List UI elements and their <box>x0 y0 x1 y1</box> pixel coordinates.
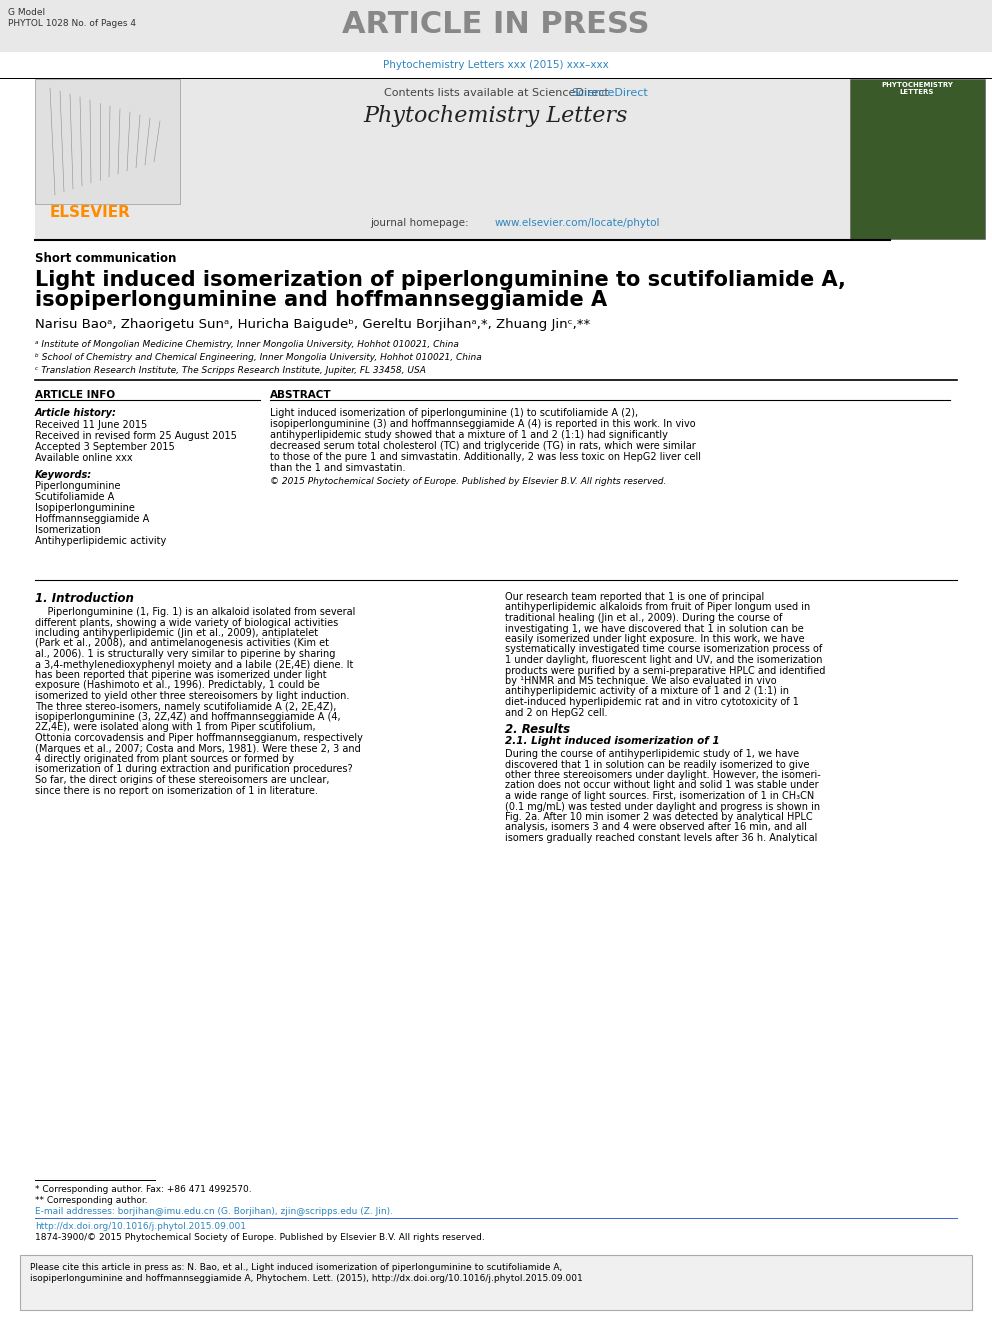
Text: (Marques et al., 2007; Costa and Mors, 1981). Were these 2, 3 and: (Marques et al., 2007; Costa and Mors, 1… <box>35 744 361 754</box>
Text: Hoffmannseggiamide A: Hoffmannseggiamide A <box>35 515 149 524</box>
Text: Received 11 June 2015: Received 11 June 2015 <box>35 419 147 430</box>
Text: isopiperlonguminine (3) and hoffmannseggiamide A (4) is reported in this work. I: isopiperlonguminine (3) and hoffmannsegg… <box>270 419 695 429</box>
Text: discovered that 1 in solution can be readily isomerized to give: discovered that 1 in solution can be rea… <box>505 759 809 770</box>
Text: zation does not occur without light and solid 1 was stable under: zation does not occur without light and … <box>505 781 818 791</box>
Text: Available online xxx: Available online xxx <box>35 452 133 463</box>
Text: Our research team reported that 1 is one of principal: Our research team reported that 1 is one… <box>505 591 764 602</box>
Text: by ¹HNMR and MS technique. We also evaluated in vivo: by ¹HNMR and MS technique. We also evalu… <box>505 676 777 687</box>
Text: including antihyperlipidemic (Jin et al., 2009), antiplatelet: including antihyperlipidemic (Jin et al.… <box>35 628 318 638</box>
Text: Piperlonguminine: Piperlonguminine <box>35 482 120 491</box>
Text: Light induced isomerization of piperlonguminine to scutifoliamide A,: Light induced isomerization of piperlong… <box>35 270 846 290</box>
Text: decreased serum total cholesterol (TC) and triglyceride (TG) in rats, which were: decreased serum total cholesterol (TC) a… <box>270 441 695 451</box>
Text: antihyperlipidemic study showed that a mixture of 1 and 2 (1:1) had significantl: antihyperlipidemic study showed that a m… <box>270 430 668 441</box>
Text: isopiperlonguminine (3, 2Z,4Z) and hoffmannseggiamide A (4,: isopiperlonguminine (3, 2Z,4Z) and hoffm… <box>35 712 340 722</box>
Text: isomerization of 1 during extraction and purification procedures?: isomerization of 1 during extraction and… <box>35 765 352 774</box>
Text: http://dx.doi.org/10.1016/j.phytol.2015.09.001: http://dx.doi.org/10.1016/j.phytol.2015.… <box>35 1222 246 1230</box>
Text: www.elsevier.com/locate/phytol: www.elsevier.com/locate/phytol <box>495 218 661 228</box>
Text: 1. Introduction: 1. Introduction <box>35 591 134 605</box>
Text: * Corresponding author. Fax: +86 471 4992570.: * Corresponding author. Fax: +86 471 499… <box>35 1185 252 1193</box>
Text: ᵃ Institute of Mongolian Medicine Chemistry, Inner Mongolia University, Hohhot 0: ᵃ Institute of Mongolian Medicine Chemis… <box>35 340 459 349</box>
Bar <box>850 79 985 239</box>
Text: Isomerization: Isomerization <box>35 525 101 534</box>
Text: Received in revised form 25 August 2015: Received in revised form 25 August 2015 <box>35 431 237 441</box>
Bar <box>35 79 180 204</box>
Text: E-mail addresses: borjihan@imu.edu.cn (G. Borjihan), zjin@scripps.edu (Z. Jin).: E-mail addresses: borjihan@imu.edu.cn (G… <box>35 1207 393 1216</box>
Text: 2Z,4E), were isolated along with 1 from Piper scutifolium,: 2Z,4E), were isolated along with 1 from … <box>35 722 315 733</box>
Text: Ottonia corcovadensis and Piper hoffmannseggianum, respectively: Ottonia corcovadensis and Piper hoffmann… <box>35 733 363 744</box>
Text: al., 2006). 1 is structurally very similar to piperine by sharing: al., 2006). 1 is structurally very simil… <box>35 650 335 659</box>
Text: ARTICLE IN PRESS: ARTICLE IN PRESS <box>342 11 650 38</box>
Text: a 3,4-methylenedioxyphenyl moiety and a labile (2E,4E) diene. It: a 3,4-methylenedioxyphenyl moiety and a … <box>35 659 353 669</box>
Text: systematically investigated time course isomerization process of: systematically investigated time course … <box>505 644 822 655</box>
Text: antihyperlipidemic activity of a mixture of 1 and 2 (1:1) in: antihyperlipidemic activity of a mixture… <box>505 687 789 696</box>
Text: Article history:: Article history: <box>35 407 117 418</box>
Text: ** Corresponding author.: ** Corresponding author. <box>35 1196 148 1205</box>
Text: ᶜ Translation Research Institute, The Scripps Research Institute, Jupiter, FL 33: ᶜ Translation Research Institute, The Sc… <box>35 366 426 374</box>
Text: Please cite this article in press as: N. Bao, et al., Light induced isomerizatio: Please cite this article in press as: N.… <box>30 1263 562 1271</box>
Text: analysis, isomers 3 and 4 were observed after 16 min, and all: analysis, isomers 3 and 4 were observed … <box>505 823 807 832</box>
Text: 2.1. Light induced isomerization of 1: 2.1. Light induced isomerization of 1 <box>505 736 719 746</box>
Text: easily isomerized under light exposure. In this work, we have: easily isomerized under light exposure. … <box>505 634 805 644</box>
Bar <box>20 1256 972 1310</box>
Text: diet-induced hyperlipidemic rat and in vitro cytotoxicity of 1: diet-induced hyperlipidemic rat and in v… <box>505 697 799 706</box>
Text: Accepted 3 September 2015: Accepted 3 September 2015 <box>35 442 175 452</box>
Text: and 2 on HepG2 cell.: and 2 on HepG2 cell. <box>505 708 607 717</box>
Text: to those of the pure 1 and simvastatin. Additionally, 2 was less toxic on HepG2 : to those of the pure 1 and simvastatin. … <box>270 452 701 462</box>
Text: Fig. 2a. After 10 min isomer 2 was detected by analytical HPLC: Fig. 2a. After 10 min isomer 2 was detec… <box>505 812 812 822</box>
Text: ScienceDirect: ScienceDirect <box>571 89 648 98</box>
Text: Phytochemistry Letters xxx (2015) xxx–xxx: Phytochemistry Letters xxx (2015) xxx–xx… <box>383 60 609 70</box>
Text: a wide range of light sources. First, isomerization of 1 in CH₃CN: a wide range of light sources. First, is… <box>505 791 814 800</box>
Text: So far, the direct origins of these stereoisomers are unclear,: So far, the direct origins of these ster… <box>35 775 329 785</box>
Text: Keywords:: Keywords: <box>35 470 92 480</box>
Text: different plants, showing a wide variety of biological activities: different plants, showing a wide variety… <box>35 618 338 627</box>
Text: ABSTRACT: ABSTRACT <box>270 390 331 400</box>
Text: isomers gradually reached constant levels after 36 h. Analytical: isomers gradually reached constant level… <box>505 833 817 843</box>
Bar <box>0 0 992 52</box>
Text: The three stereo-isomers, namely scutifoliamide A (2, 2E,4Z),: The three stereo-isomers, namely scutifo… <box>35 701 336 712</box>
Text: other three stereoisomers under daylight. However, the isomeri-: other three stereoisomers under daylight… <box>505 770 820 781</box>
Text: Scutifoliamide A: Scutifoliamide A <box>35 492 114 501</box>
Text: (Park et al., 2008), and antimelanogenesis activities (Kim et: (Park et al., 2008), and antimelanogenes… <box>35 639 329 648</box>
Text: than the 1 and simvastatin.: than the 1 and simvastatin. <box>270 463 406 474</box>
Text: ARTICLE INFO: ARTICLE INFO <box>35 390 115 400</box>
Text: exposure (Hashimoto et al., 1996). Predictably, 1 could be: exposure (Hashimoto et al., 1996). Predi… <box>35 680 319 691</box>
Text: G Model
PHYTOL 1028 No. of Pages 4: G Model PHYTOL 1028 No. of Pages 4 <box>8 8 136 28</box>
Text: ᵇ School of Chemistry and Chemical Engineering, Inner Mongolia University, Hohho: ᵇ School of Chemistry and Chemical Engin… <box>35 353 482 363</box>
Text: isomerized to yield other three stereoisomers by light induction.: isomerized to yield other three stereois… <box>35 691 349 701</box>
Text: Piperlonguminine (1, Fig. 1) is an alkaloid isolated from several: Piperlonguminine (1, Fig. 1) is an alkal… <box>35 607 355 617</box>
Text: investigating 1, we have discovered that 1 in solution can be: investigating 1, we have discovered that… <box>505 623 804 634</box>
Text: 4 directly originated from plant sources or formed by: 4 directly originated from plant sources… <box>35 754 294 763</box>
Text: Antihyperlipidemic activity: Antihyperlipidemic activity <box>35 536 167 546</box>
Text: Phytochemistry Letters: Phytochemistry Letters <box>364 105 628 127</box>
Text: Isopiperlonguminine: Isopiperlonguminine <box>35 503 135 513</box>
Text: 1 under daylight, fluorescent light and UV, and the isomerization: 1 under daylight, fluorescent light and … <box>505 655 822 665</box>
Text: has been reported that piperine was isomerized under light: has been reported that piperine was isom… <box>35 669 326 680</box>
Text: isopiperlonguminine and hoffmannseggiamide A, Phytochem. Lett. (2015), http://dx: isopiperlonguminine and hoffmannseggiami… <box>30 1274 582 1283</box>
Text: Narisu Baoᵃ, Zhaorigetu Sunᵃ, Huricha Baigudeᵇ, Gereltu Borjihanᵃ,*, Zhuang Jinᶜ: Narisu Baoᵃ, Zhaorigetu Sunᵃ, Huricha Ba… <box>35 318 590 331</box>
Text: Light induced isomerization of piperlonguminine (1) to scutifoliamide A (2),: Light induced isomerization of piperlong… <box>270 407 638 418</box>
Text: products were purified by a semi-preparative HPLC and identified: products were purified by a semi-prepara… <box>505 665 825 676</box>
Text: 1874-3900/© 2015 Phytochemical Society of Europe. Published by Elsevier B.V. All: 1874-3900/© 2015 Phytochemical Society o… <box>35 1233 485 1242</box>
Bar <box>35 79 890 239</box>
Text: During the course of antihyperlipidemic study of 1, we have: During the course of antihyperlipidemic … <box>505 749 800 759</box>
Text: since there is no report on isomerization of 1 in literature.: since there is no report on isomerizatio… <box>35 786 317 795</box>
Text: isopiperlonguminine and hoffmannseggiamide A: isopiperlonguminine and hoffmannseggiami… <box>35 290 607 310</box>
Text: antihyperlipidemic alkaloids from fruit of Piper longum used in: antihyperlipidemic alkaloids from fruit … <box>505 602 810 613</box>
Text: Contents lists available at ScienceDirect: Contents lists available at ScienceDirec… <box>384 89 608 98</box>
Text: PHYTOCHEMISTRY
LETTERS: PHYTOCHEMISTRY LETTERS <box>881 82 953 95</box>
Text: Short communication: Short communication <box>35 251 177 265</box>
Text: 2. Results: 2. Results <box>505 722 570 736</box>
Text: (0.1 mg/mL) was tested under daylight and progress is shown in: (0.1 mg/mL) was tested under daylight an… <box>505 802 820 811</box>
Text: ELSEVIER: ELSEVIER <box>50 205 130 220</box>
Text: journal homepage:: journal homepage: <box>370 218 472 228</box>
Text: © 2015 Phytochemical Society of Europe. Published by Elsevier B.V. All rights re: © 2015 Phytochemical Society of Europe. … <box>270 478 667 486</box>
Text: traditional healing (Jin et al., 2009). During the course of: traditional healing (Jin et al., 2009). … <box>505 613 783 623</box>
